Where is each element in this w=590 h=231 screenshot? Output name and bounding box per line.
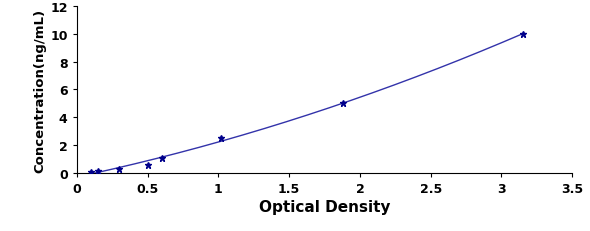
Y-axis label: Concentration(ng/mL): Concentration(ng/mL): [33, 8, 46, 172]
X-axis label: Optical Density: Optical Density: [259, 199, 390, 214]
